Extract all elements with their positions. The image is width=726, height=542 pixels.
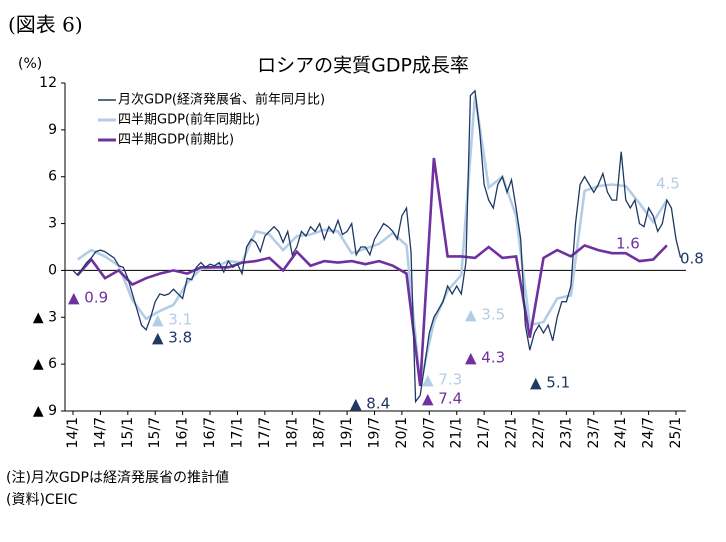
annotation: ▲ 3.8 [152, 329, 192, 347]
x-tick-label: 22/1 [504, 417, 520, 448]
x-tick-label: 19/7 [367, 417, 383, 448]
y-tick-label: ▲ 9 [33, 403, 57, 419]
note: (注)月次GDPは経済発展省の推計値 [6, 470, 229, 486]
y-tick-label: 3 [48, 216, 57, 232]
note: (資料)CEIC [6, 492, 78, 508]
legend-label: 四半期GDP(前年同期比) [118, 112, 260, 128]
annotation: ▲ 7.4 [422, 390, 462, 408]
series-line [72, 89, 682, 404]
annotation: ▲ 3.1 [152, 311, 192, 329]
chart-title: ロシアの実質GDP成長率 [257, 55, 469, 77]
annotation: ▲ 8.4 [350, 395, 390, 413]
x-tick-label: 25/1 [668, 417, 684, 448]
x-tick-label: 16/7 [202, 417, 218, 448]
x-tick-label: 24/1 [613, 417, 629, 448]
legend-label: 月次GDP(経済発展省、前年同月比) [118, 92, 325, 108]
y-tick-label: 9 [48, 122, 57, 138]
annotation: ▲ 7.3 [422, 371, 462, 389]
series-line [76, 157, 668, 387]
annotation: ▲ 3.5 [465, 306, 505, 324]
x-tick-label: 20/7 [421, 417, 437, 448]
x-tick-label: 18/7 [312, 417, 328, 448]
x-tick-label: 23/1 [558, 417, 574, 448]
y-tick-label: ▲ 6 [33, 356, 57, 372]
y-tick-label: 0 [48, 262, 57, 278]
x-tick-label: 21/7 [476, 417, 492, 448]
x-tick-label: 18/1 [284, 417, 300, 448]
x-tick-label: 24/7 [641, 417, 657, 448]
x-tick-label: 22/7 [531, 417, 547, 448]
y-tick-label: 12 [39, 75, 57, 91]
x-tick-label: 20/1 [394, 417, 410, 448]
x-tick-label: 23/7 [586, 417, 602, 448]
annotation: 0.8 [680, 250, 704, 268]
legend-label: 四半期GDP(前期比) [118, 132, 234, 148]
header: (図表 6) [8, 13, 83, 37]
x-tick-label: 19/1 [339, 417, 355, 448]
x-tick-label: 15/1 [120, 417, 136, 448]
annotation: ▲ 5.1 [530, 374, 570, 392]
x-tick-label: 17/7 [257, 417, 273, 448]
x-tick-label: 15/7 [147, 417, 163, 448]
annotation: ▲ 4.3 [465, 349, 505, 367]
x-tick-label: 16/1 [175, 417, 191, 448]
x-tick-label: 14/1 [65, 417, 81, 448]
y-tick-label: ▲ 3 [33, 309, 57, 325]
y-label: (%) [18, 56, 42, 72]
annotation: 1.6 [616, 235, 640, 253]
x-tick-label: 21/1 [449, 417, 465, 448]
annotation: 4.5 [656, 175, 680, 193]
x-tick-label: 14/7 [92, 417, 108, 448]
x-tick-label: 17/1 [229, 417, 245, 448]
y-tick-label: 6 [48, 169, 57, 185]
annotation: ▲ 0.9 [68, 289, 108, 307]
